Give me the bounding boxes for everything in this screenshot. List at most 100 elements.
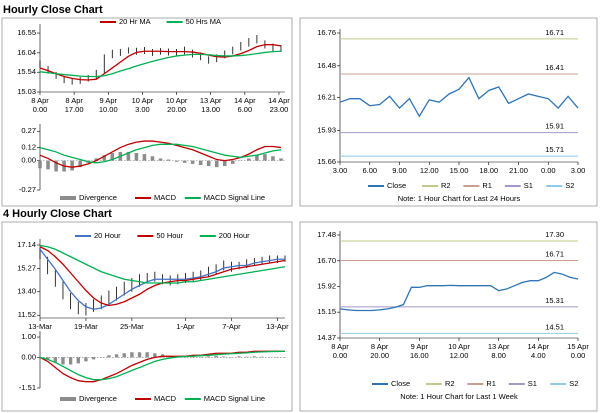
divergence-bar bbox=[114, 354, 119, 358]
legend-label: 200 Hour bbox=[219, 231, 250, 240]
y-tick-label: 16.48 bbox=[317, 61, 336, 70]
x-tick-label: 18.00 bbox=[479, 166, 498, 175]
divergence-bar bbox=[247, 158, 251, 161]
y-tick-label: 13.40 bbox=[17, 287, 36, 296]
divergence-bar bbox=[237, 356, 241, 358]
series-line bbox=[339, 76, 579, 118]
x-tick-label: 6.00 bbox=[362, 166, 377, 175]
x-tick-label-line: 3.00 bbox=[135, 105, 150, 114]
y-tick-label: 0.00 bbox=[21, 156, 36, 165]
y-tick-label: 17.48 bbox=[317, 230, 336, 239]
divergence-bar bbox=[78, 160, 82, 168]
divergence-bar bbox=[53, 357, 57, 363]
divergence-bar bbox=[190, 160, 195, 164]
y-tick-label: 15.92 bbox=[317, 282, 336, 291]
series-line bbox=[39, 143, 282, 164]
legend-label: 50 Hour bbox=[156, 231, 183, 240]
x-tick-label: 10 Apr 3.00 bbox=[132, 96, 154, 114]
divergence-bar bbox=[76, 357, 80, 364]
divergence-bar bbox=[158, 158, 163, 161]
x-tick-label-line: 13.00 bbox=[201, 105, 220, 114]
series-line bbox=[39, 50, 282, 78]
divergence-bar bbox=[94, 158, 99, 161]
x-tick-label-line: 0.00 bbox=[333, 351, 348, 360]
legend-label: R1 bbox=[482, 181, 492, 190]
divergence-bar bbox=[38, 160, 42, 169]
x-tick-label: 13-Mar bbox=[28, 322, 52, 331]
x-tick-label: 8 Apr 0.00 bbox=[331, 342, 349, 360]
divergence-bar bbox=[84, 357, 88, 362]
divergence-bar bbox=[145, 352, 149, 358]
x-tick-label-line: 8.00 bbox=[491, 351, 506, 360]
x-tick-label-line: 23.00 bbox=[270, 105, 289, 114]
y-tick-label: 11.52 bbox=[18, 310, 36, 319]
level-label: 16.71 bbox=[545, 28, 564, 37]
x-tick-label: 9 Apr 16.00 bbox=[410, 342, 429, 360]
divergence-bar bbox=[255, 155, 259, 161]
x-tick-label: 1-Apr bbox=[176, 322, 195, 331]
panel bbox=[299, 17, 598, 207]
x-tick-label: 9 Apr 10.00 bbox=[99, 96, 118, 114]
x-tick-label: 8 Apr 17.00 bbox=[65, 96, 84, 114]
legend-swatch bbox=[60, 397, 76, 401]
series-line bbox=[39, 248, 285, 310]
x-tick-label: 9.00 bbox=[392, 166, 407, 175]
x-tick-label-line: 16.00 bbox=[410, 351, 429, 360]
divergence-bar bbox=[222, 160, 227, 167]
divergence-bar bbox=[245, 356, 249, 358]
legend-label: 20 Hour bbox=[94, 231, 121, 240]
series-line bbox=[39, 44, 282, 81]
divergence-bar bbox=[46, 160, 50, 170]
y-tick-label: 0.12 bbox=[21, 143, 36, 152]
level-label: 15.31 bbox=[545, 296, 564, 305]
divergence-bar bbox=[110, 153, 115, 161]
legend-label: R2 bbox=[441, 181, 451, 190]
x-tick-label-line: 0.00 bbox=[33, 105, 48, 114]
chart-note: Note: 1 Hour Chart for Last 24 Hours bbox=[398, 194, 521, 203]
divergence-bar bbox=[61, 357, 65, 365]
y-tick-label: -1.51 bbox=[19, 383, 36, 392]
legend-label: 50 Hrs MA bbox=[186, 17, 221, 26]
level-label: 14.51 bbox=[545, 322, 564, 331]
level-label: 16.71 bbox=[545, 249, 564, 258]
y-tick-label: 15.54 bbox=[17, 67, 36, 76]
divergence-bar bbox=[214, 160, 219, 168]
divergence-bar bbox=[166, 159, 171, 161]
divergence-bar bbox=[252, 356, 257, 358]
x-tick-label-line: 20.00 bbox=[370, 351, 389, 360]
x-tick-label-line: 8 Apr bbox=[331, 342, 349, 351]
level-label: 17.30 bbox=[545, 230, 564, 239]
x-tick-label-line: 9 Apr bbox=[100, 96, 118, 105]
x-tick-label: 12.00 bbox=[420, 166, 439, 175]
x-tick-label-line: 8 Apr bbox=[65, 96, 83, 105]
y-tick-label: 14.37 bbox=[317, 333, 336, 342]
divergence-bar bbox=[45, 357, 50, 360]
divergence-bar bbox=[134, 153, 139, 161]
legend-label: Close bbox=[387, 181, 406, 190]
y-tick-label: 15.93 bbox=[317, 125, 336, 134]
series-line bbox=[39, 350, 286, 381]
x-tick-label: 8 Apr 20.00 bbox=[370, 342, 389, 360]
divergence-bar bbox=[222, 356, 226, 358]
panel bbox=[1, 221, 293, 412]
divergence-bar bbox=[198, 160, 203, 165]
divergence-bar bbox=[91, 357, 96, 360]
x-tick-label: 3.00 bbox=[571, 166, 586, 175]
x-tick-label: 7-Apr bbox=[222, 322, 241, 331]
x-tick-label: 10 Apr 20.00 bbox=[166, 96, 188, 114]
level-label: 15.71 bbox=[545, 145, 564, 154]
x-tick-label-line: 10 Apr bbox=[448, 342, 470, 351]
legend-label: 20 Hr MA bbox=[119, 17, 151, 26]
y-tick-label: 16.04 bbox=[17, 48, 36, 57]
divergence-bar bbox=[130, 352, 134, 358]
divergence-bar bbox=[122, 353, 126, 358]
x-tick-label-line: 10.00 bbox=[99, 105, 118, 114]
divergence-bar bbox=[174, 160, 179, 162]
x-tick-label: 13-Apr bbox=[266, 322, 289, 331]
y-tick-label: 16.76 bbox=[317, 28, 336, 37]
panel bbox=[1, 17, 293, 207]
divergence-bar bbox=[206, 160, 211, 167]
x-tick-label-line: 15 Apr bbox=[567, 342, 589, 351]
x-tick-label-line: 9 Apr bbox=[411, 342, 429, 351]
